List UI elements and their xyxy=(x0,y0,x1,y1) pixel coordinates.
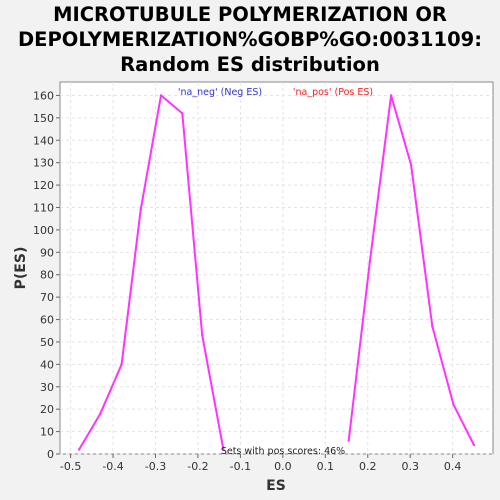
x-tick-label: 0.3 xyxy=(401,460,419,473)
data-point xyxy=(159,94,163,97)
x-tick-label: -0.4 xyxy=(102,460,123,473)
data-point xyxy=(368,260,372,263)
x-tick-label: 0.4 xyxy=(444,460,462,473)
legend: 'na_neg' (Neg ES) 'na_pos' (Pos ES) xyxy=(178,87,373,98)
y-tick-label: 0 xyxy=(47,448,54,461)
y-tick-label: 90 xyxy=(40,246,54,259)
legend-item-neg: 'na_neg' (Neg ES) xyxy=(178,87,262,98)
data-point xyxy=(409,163,413,167)
legend-item-pos: 'na_pos' (Pos ES) xyxy=(293,87,373,98)
y-tick-label: 150 xyxy=(33,112,54,125)
data-point xyxy=(389,94,393,97)
series-group xyxy=(77,94,476,451)
y-tick-label: 30 xyxy=(40,381,54,394)
y-tick-label: 110 xyxy=(33,201,54,214)
x-tick-label: -0.5 xyxy=(60,460,81,473)
y-tick-label: 80 xyxy=(40,269,54,282)
data-point xyxy=(431,325,434,328)
data-point xyxy=(139,208,142,211)
y-tick-label: 10 xyxy=(40,426,54,439)
y-axis: 0 10 20 30 40 50 60 70 80 90 100 110 120 130 140 150 160 xyxy=(33,89,60,461)
y-tick-label: 120 xyxy=(33,179,54,192)
data-point xyxy=(347,439,350,442)
data-point xyxy=(201,334,204,337)
data-point xyxy=(472,443,476,447)
x-tick-label: 0.0 xyxy=(274,460,292,473)
x-tick-label: -0.1 xyxy=(230,460,251,473)
grid xyxy=(60,82,493,455)
data-point xyxy=(181,112,184,115)
data-point xyxy=(120,363,123,366)
x-tick-label: -0.3 xyxy=(145,460,166,473)
y-tick-label: 130 xyxy=(33,157,54,170)
chart-title-line-3: Random ES distribution xyxy=(120,53,380,76)
x-tick-label: -0.2 xyxy=(187,460,208,473)
annotation-pos-scores: Sets with pos scores: 46% xyxy=(221,446,345,457)
data-point xyxy=(77,448,81,451)
y-tick-label: 40 xyxy=(40,358,54,371)
data-point xyxy=(222,448,225,451)
y-tick-label: 60 xyxy=(40,314,54,327)
series-line-neg xyxy=(78,94,225,451)
y-tick-label: 20 xyxy=(40,403,54,416)
chart-title-line-1: MICROTUBULE POLYMERIZATION OR xyxy=(53,3,447,26)
x-tick-label: 0.1 xyxy=(317,460,335,473)
x-axis: -0.5 -0.4 -0.3 -0.2 -0.1 0.0 0.1 0.2 0.3 0.4 xyxy=(60,454,462,473)
chart-title: MICROTUBULE POLYMERIZATION OR DEPOLYMERI… xyxy=(0,2,500,77)
x-tick-label: 0.2 xyxy=(359,460,377,473)
plot-area xyxy=(59,81,494,455)
y-tick-label: 70 xyxy=(40,291,54,304)
x-axis-label: ES xyxy=(266,478,286,494)
y-tick-label: 50 xyxy=(40,336,54,349)
y-tick-label: 160 xyxy=(33,89,54,102)
y-tick-label: 100 xyxy=(33,224,54,237)
y-axis-label: P(ES) xyxy=(13,247,29,290)
data-point xyxy=(99,412,102,415)
chart-title-line-2: DEPOLYMERIZATION%GOBP%GO:0031109: xyxy=(17,28,483,51)
y-tick-label: 140 xyxy=(33,134,54,147)
data-point xyxy=(452,403,455,406)
